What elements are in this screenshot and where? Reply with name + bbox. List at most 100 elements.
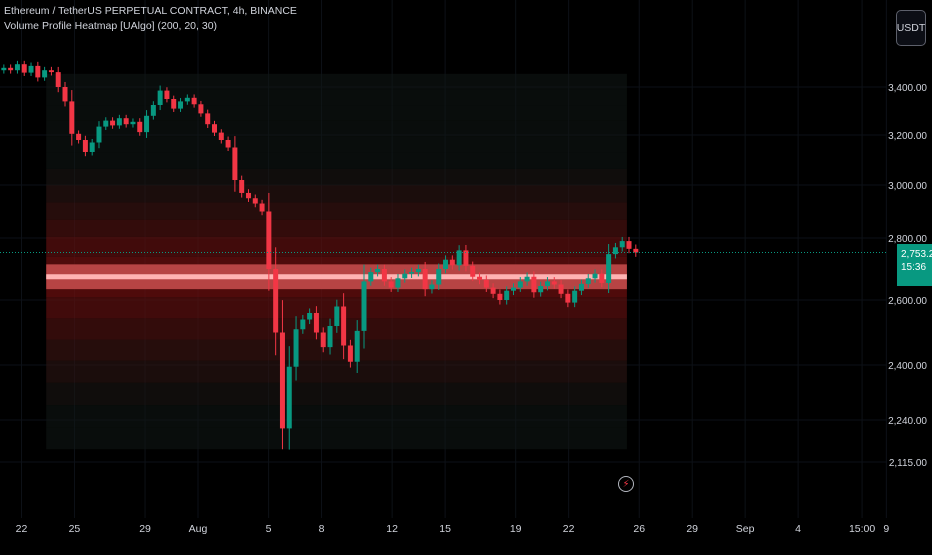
candle xyxy=(103,117,109,130)
candle xyxy=(327,318,333,355)
candle xyxy=(504,286,510,305)
time-tick-label: 26 xyxy=(633,523,645,535)
candle xyxy=(429,280,435,294)
time-axis[interactable]: 22 25 29 Aug 5 8 12 15 19 22 26 29 Sep 4 15:00 9 xyxy=(0,518,889,550)
chart-legend: Ethereum / TetherUS PERPETUAL CONTRACT, … xyxy=(4,4,297,34)
candle-body xyxy=(205,113,211,125)
candle-body xyxy=(212,124,218,133)
candle xyxy=(619,236,625,252)
candle-body xyxy=(443,259,449,269)
candle xyxy=(449,255,455,270)
candle-body xyxy=(429,284,435,290)
volume-profile-row xyxy=(46,339,627,361)
candle-body xyxy=(198,104,204,114)
candle xyxy=(497,289,503,305)
price-tick-label: 2,400.00 xyxy=(888,361,927,372)
candle-body xyxy=(259,203,265,212)
candle xyxy=(341,293,347,360)
candle xyxy=(334,299,340,333)
candle xyxy=(225,136,231,151)
candle-body xyxy=(28,65,34,73)
candle-body xyxy=(62,87,68,102)
time-axis-background xyxy=(0,518,887,550)
candle-body xyxy=(184,97,190,102)
candle xyxy=(150,101,156,120)
candle xyxy=(171,95,177,112)
volume-profile-row xyxy=(46,73,627,90)
candle xyxy=(395,273,401,292)
candle-body xyxy=(361,281,367,331)
time-tick-label: 15 xyxy=(439,523,451,535)
candle xyxy=(178,98,184,112)
volume-profile-row xyxy=(46,405,627,428)
volume-profile-row xyxy=(46,427,627,450)
candle xyxy=(606,244,612,294)
candle xyxy=(381,264,387,286)
candle xyxy=(144,110,150,138)
candle-body xyxy=(612,247,618,255)
candle xyxy=(239,175,245,198)
candle xyxy=(538,281,544,297)
candle-body xyxy=(504,290,510,300)
currency-button[interactable]: USDT xyxy=(896,10,926,46)
candle-body xyxy=(76,133,82,140)
candle xyxy=(510,283,516,296)
candle xyxy=(259,199,265,216)
candle xyxy=(279,300,285,450)
candle xyxy=(123,114,129,128)
candle xyxy=(62,81,68,107)
candle xyxy=(517,277,523,292)
indicator-title[interactable]: Volume Profile Heatmap [UAlgo] (200, 20,… xyxy=(4,20,218,32)
candle xyxy=(245,189,251,202)
candle xyxy=(375,264,381,277)
time-tick-label: 29 xyxy=(686,523,698,535)
candle xyxy=(612,242,618,259)
candle-body xyxy=(633,248,639,253)
candle xyxy=(470,261,476,282)
candle xyxy=(313,306,319,340)
candle-body xyxy=(273,269,279,333)
candle-body xyxy=(565,293,571,303)
time-tick-label: 19 xyxy=(510,523,522,535)
candle xyxy=(48,66,54,76)
candle-body xyxy=(150,105,156,116)
candle-body xyxy=(578,283,584,291)
candle-body xyxy=(69,101,75,134)
candle xyxy=(205,109,211,128)
price-tick-label: 2,800.00 xyxy=(888,234,927,245)
price-tick-label: 2,240.00 xyxy=(888,416,927,427)
candle-body xyxy=(354,330,360,362)
candle-body xyxy=(48,70,54,73)
candle-body xyxy=(449,259,455,266)
time-tick-label: Sep xyxy=(736,523,755,535)
candle-body xyxy=(1,67,7,71)
candle xyxy=(293,316,299,381)
candle xyxy=(456,245,462,271)
candle-body xyxy=(585,278,591,284)
candle xyxy=(483,275,489,292)
candle-body xyxy=(395,278,401,288)
candle xyxy=(198,100,204,117)
candle-body xyxy=(422,269,428,290)
candle xyxy=(477,272,483,285)
poc-line xyxy=(46,274,627,280)
candle-body xyxy=(456,250,462,266)
candle-body xyxy=(483,279,489,288)
candle-body xyxy=(347,345,353,362)
lightning-icon[interactable]: ⚡ xyxy=(618,476,634,492)
candle-body xyxy=(592,273,598,279)
candle-body xyxy=(463,250,469,266)
symbol-title[interactable]: Ethereum / TetherUS PERPETUAL CONTRACT, … xyxy=(4,5,297,17)
candle xyxy=(578,279,584,296)
candle xyxy=(21,60,27,76)
candle xyxy=(42,66,48,81)
candle xyxy=(544,277,550,291)
candle xyxy=(28,62,34,76)
candle-body xyxy=(327,326,333,348)
candle xyxy=(633,244,639,257)
volume-profile-row xyxy=(46,120,627,137)
candle xyxy=(300,314,306,334)
candle-body xyxy=(470,265,476,277)
